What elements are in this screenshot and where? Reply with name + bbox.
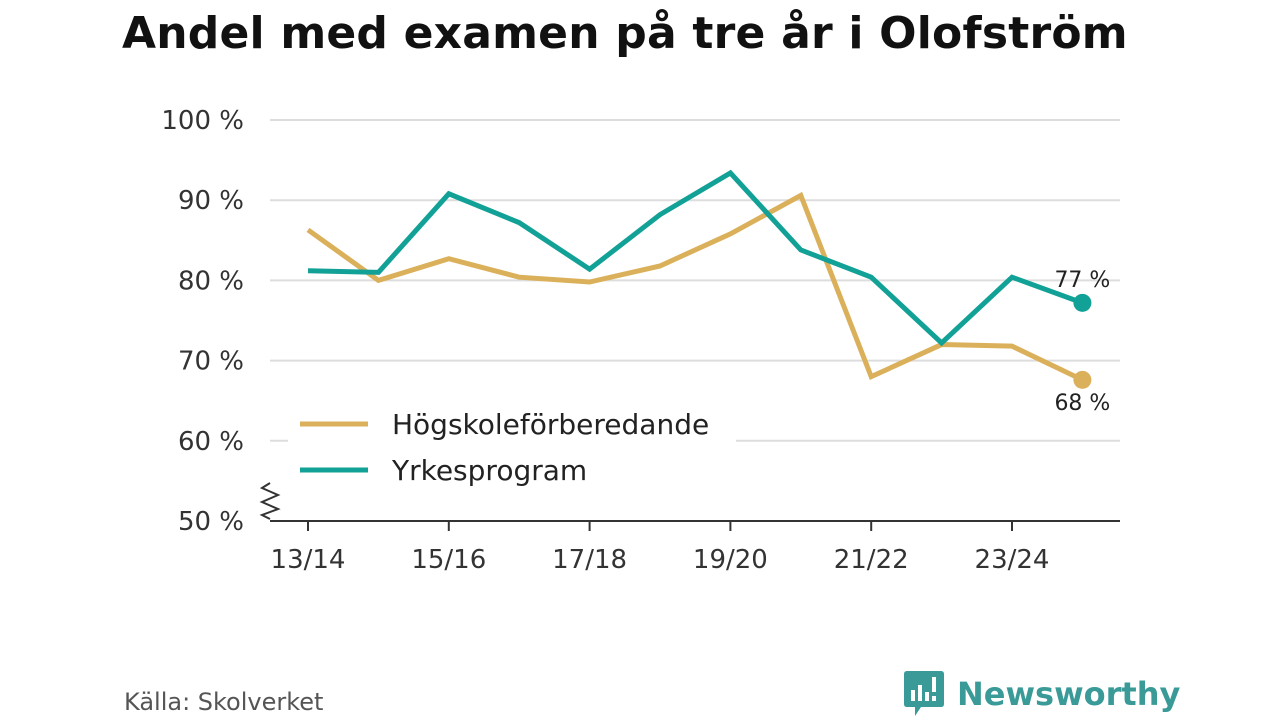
legend-label: Yrkesprogram [391, 454, 587, 487]
source-note: Källa: Skolverket [124, 688, 324, 716]
series-line [307, 169, 1084, 347]
y-tick-label: 70 % [178, 347, 244, 377]
end-labels: 68 % 77 % [1054, 268, 1110, 416]
x-tick-label: 19/20 [693, 545, 768, 575]
series-end-label: 77 % [1054, 268, 1110, 293]
y-tick-label: 60 % [178, 427, 244, 457]
x-axis: 13/14 15/16 17/18 19/20 21/22 23/24 [259, 482, 1120, 575]
axis-break-icon [259, 482, 281, 520]
x-tick-label: 17/18 [552, 545, 627, 575]
series-lines [306, 169, 1092, 389]
legend: Högskoleförberedande Yrkesprogram [288, 402, 736, 498]
brand-name: Newsworthy [957, 675, 1181, 713]
series-line [306, 191, 1084, 383]
y-tick-label: 50 % [178, 507, 244, 537]
x-tick-label: 23/24 [975, 545, 1050, 575]
y-tick-label: 100 % [161, 106, 244, 136]
x-tick-label: 21/22 [834, 545, 909, 575]
x-tick-label: 15/16 [411, 545, 486, 575]
y-tick-label: 80 % [178, 266, 244, 296]
x-tick-label: 13/14 [271, 545, 346, 575]
series-end-point [1073, 370, 1092, 389]
y-axis-ticks: 50 % 60 % 70 % 80 % 90 % 100 % [161, 106, 244, 537]
chart-title: Andel med examen på tre år i Olofström [122, 8, 1128, 59]
y-tick-label: 90 % [178, 186, 244, 216]
legend-label: Högskoleförberedande [392, 408, 709, 441]
brand-logo: Newsworthy [903, 670, 1180, 718]
newsworthy-logo-icon [904, 671, 944, 716]
series-end-label: 68 % [1054, 391, 1110, 416]
gridlines [270, 119, 1120, 442]
legend-background [288, 402, 736, 498]
series-end-point [1073, 293, 1092, 312]
